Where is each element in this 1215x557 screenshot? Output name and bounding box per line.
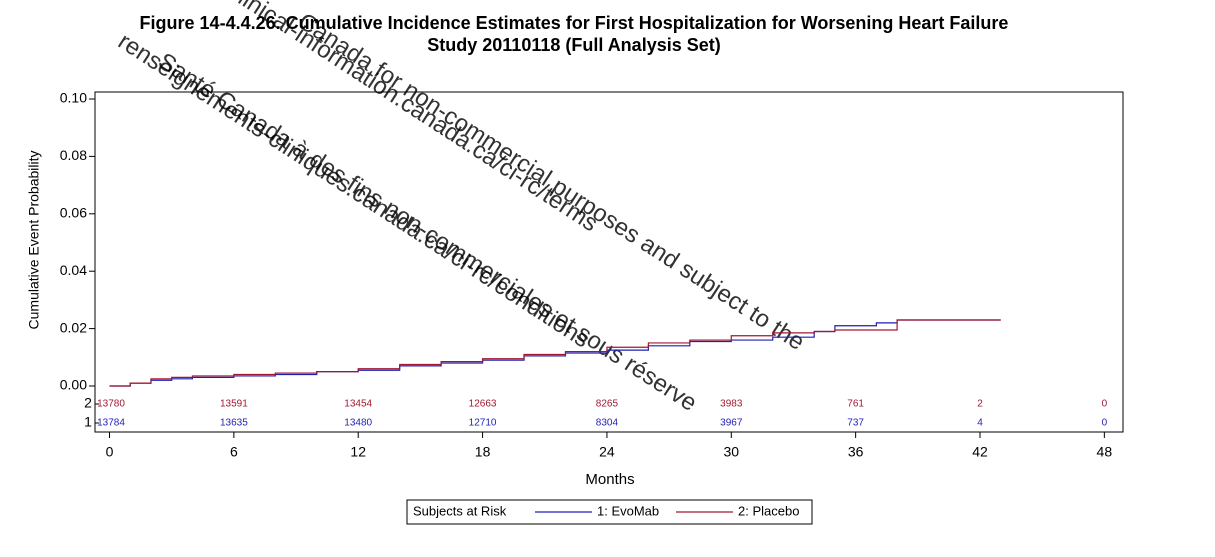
risk-count: 13635	[220, 418, 248, 429]
legend-label: 1: EvoMab	[597, 503, 659, 518]
risk-count: 8304	[596, 418, 619, 429]
y-tick-label: 0.04	[60, 262, 87, 278]
step-line	[109, 319, 1001, 387]
y-tick-label: 0.00	[60, 377, 87, 393]
x-tick-label: 42	[972, 444, 988, 460]
risk-count: 13591	[220, 399, 248, 410]
x-tick-label: 6	[230, 444, 238, 460]
risk-count: 4	[977, 418, 983, 429]
x-tick-label: 36	[848, 444, 864, 460]
y-tick-label: 0.06	[60, 205, 87, 221]
risk-count: 12663	[469, 399, 497, 410]
risk-count: 13454	[344, 399, 372, 410]
risk-count: 13480	[344, 418, 372, 429]
x-tick-label: 30	[723, 444, 739, 460]
legend-title: Subjects at Risk	[413, 503, 507, 518]
x-tick-label: 24	[599, 444, 615, 460]
legend-box	[406, 499, 813, 525]
legend-label: 2: Placebo	[738, 503, 799, 518]
risk-count: 0	[1102, 418, 1108, 429]
chart-subtitle: Study 20110118 (Full Analysis Set)	[427, 35, 720, 55]
risk-count: 0	[1102, 399, 1108, 410]
y-axis-label: Cumulative Event Probability	[26, 151, 42, 330]
risk-count: 3983	[720, 399, 743, 410]
x-tick-label: 12	[350, 444, 366, 460]
y-tick-label: 0.10	[60, 90, 87, 106]
plot-frame	[94, 91, 1124, 433]
y-tick-label: 0.08	[60, 147, 87, 163]
y-tick-label: 0.02	[60, 319, 87, 335]
risk-count: 737	[847, 418, 864, 429]
risk-count: 2	[977, 399, 983, 410]
risk-count: 13780	[97, 399, 125, 410]
chart-title: Figure 14-4.4.26. Cumulative Incidence E…	[140, 13, 1009, 33]
x-tick-label: 0	[106, 444, 114, 460]
risk-group-label: 1	[84, 414, 92, 430]
risk-count: 12710	[469, 418, 497, 429]
risk-count: 761	[847, 399, 864, 410]
x-tick-label: 48	[1097, 444, 1113, 460]
risk-count: 13784	[97, 418, 125, 429]
risk-group-label: 2	[84, 395, 92, 411]
x-tick-label: 18	[475, 444, 491, 460]
risk-count: 8265	[596, 399, 619, 410]
risk-count: 3967	[720, 418, 743, 429]
x-axis-label: Months	[585, 471, 634, 488]
